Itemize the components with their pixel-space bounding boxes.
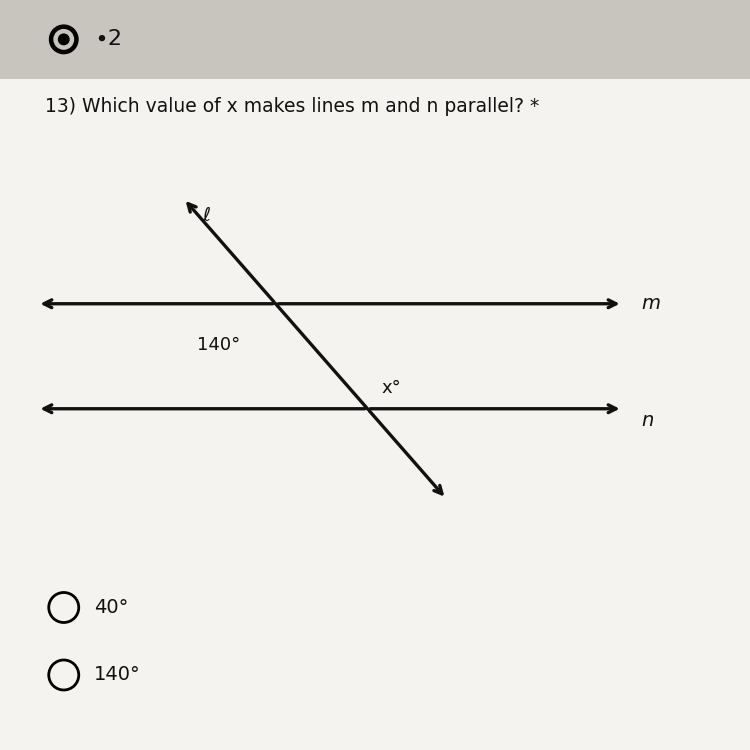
Circle shape	[50, 26, 78, 54]
Text: x°: x°	[381, 379, 400, 397]
Text: 140°: 140°	[197, 336, 240, 354]
Text: 140°: 140°	[94, 665, 140, 685]
Text: n: n	[641, 410, 653, 430]
Text: ∙2: ∙2	[94, 29, 122, 50]
Circle shape	[58, 34, 69, 45]
Text: ℓ: ℓ	[202, 206, 211, 225]
FancyBboxPatch shape	[0, 0, 750, 79]
FancyBboxPatch shape	[0, 79, 750, 750]
Text: 40°: 40°	[94, 598, 128, 617]
Text: m: m	[641, 294, 660, 314]
Text: 13) Which value of x makes lines m and n parallel? *: 13) Which value of x makes lines m and n…	[45, 98, 539, 116]
Circle shape	[54, 29, 74, 50]
